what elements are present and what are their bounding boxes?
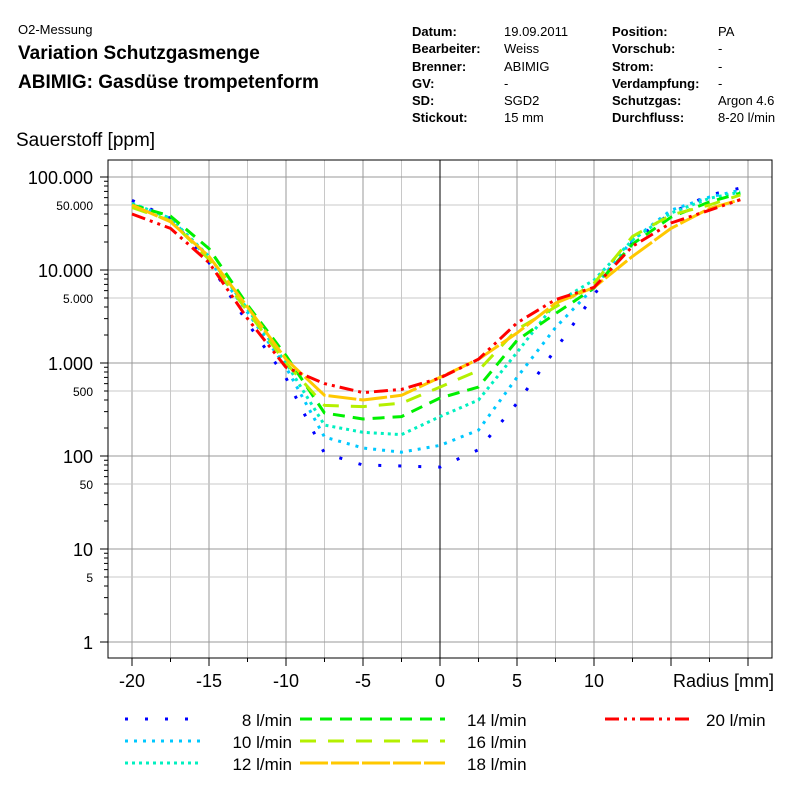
legend-label: 14 l/min (467, 711, 527, 730)
legend-item: 16 l/min (300, 733, 527, 752)
x-tick-label: -15 (196, 671, 222, 691)
series-line (131, 193, 741, 409)
y-tick-label: 10.000 (38, 261, 93, 281)
meta-value: 15 mm (504, 110, 544, 126)
y-tick-label-minor: 5 (86, 571, 93, 585)
meta-row: Brenner: ABIMIG (412, 58, 568, 75)
meta-row: Durchfluss: 8-20 l/min (612, 109, 775, 126)
y-tick-label-minor: 500 (73, 385, 93, 399)
legend-label: 10 l/min (232, 733, 292, 752)
legend-item: 12 l/min (125, 755, 292, 774)
y-tick-label: 10 (73, 540, 93, 560)
x-tick-label: 10 (584, 671, 604, 691)
legend-item: 18 l/min (300, 755, 527, 774)
y-tick-label-minor: 5.000 (63, 292, 93, 306)
legend-label: 12 l/min (232, 755, 292, 774)
meta-row: Verdampfung: - (612, 75, 775, 92)
meta-key: Brenner: (412, 58, 467, 74)
legend-label: 8 l/min (242, 711, 292, 730)
series-18-l-min (131, 198, 741, 402)
meta-row: Vorschub: - (612, 40, 775, 57)
meta-key: Strom: (612, 58, 654, 74)
series-line (131, 198, 741, 395)
x-tick-label: 0 (435, 671, 445, 691)
legend-label: 16 l/min (467, 733, 527, 752)
meta-row: Bearbeiter: Weiss (412, 40, 568, 57)
meta-row: Position: PA (612, 23, 775, 40)
meta-row: Schutzgas: Argon 4.6 (612, 92, 775, 109)
meta-value: PA (718, 24, 735, 39)
meta-value: 19.09.2011 (504, 24, 569, 39)
meta-value: - (718, 41, 723, 57)
meta-row: Stickout: 15 mm (412, 109, 568, 126)
y-tick-label: 100 (63, 447, 93, 467)
series-line (131, 186, 741, 469)
y-tick-label: 1 (83, 633, 93, 653)
meta-key: Vorschub: (612, 41, 676, 57)
x-tick-label: -5 (355, 671, 371, 691)
meta-value: - (718, 75, 723, 91)
series-14-l-min (131, 191, 741, 421)
series-line (131, 190, 741, 437)
chart-title-secondary: ABIMIG: Gasdüse trompetenform (18, 72, 319, 93)
chart-title: Variation Schutzgasmenge (18, 43, 260, 64)
meta-key: SD: (412, 93, 435, 109)
chart-subtitle: O2-Messung (18, 22, 93, 37)
legend-label: 18 l/min (467, 755, 527, 774)
legend-item: 10 l/min (125, 733, 292, 752)
meta-table-right: Position: PA Vorschub: - Strom: - Verdampfung:… (612, 23, 775, 127)
y-axis-label: Sauerstoff [ppm] (16, 130, 156, 151)
meta-value: Weiss (504, 41, 540, 57)
series-16-l-min (131, 193, 741, 409)
meta-key: Bearbeiter: (412, 41, 481, 57)
y-tick-label-minor: 50 (80, 478, 94, 492)
meta-key: Schutzgas: (612, 93, 682, 109)
meta-value: 8-20 l/min (718, 110, 776, 126)
x-tick-label: -20 (119, 671, 145, 691)
series-line (131, 191, 741, 421)
y-tick-label-minor: 50.000 (56, 199, 93, 213)
meta-key: GV: (412, 75, 435, 91)
y-tick-label: 100.000 (28, 168, 93, 188)
meta-value: ABIMIG (504, 58, 550, 74)
meta-key: Position: (612, 24, 668, 39)
meta-value: SGD2 (504, 93, 540, 109)
x-tick-label: -10 (273, 671, 299, 691)
y-tick-label: 1.000 (48, 354, 93, 374)
series-10-l-min (131, 188, 741, 454)
meta-value: - (718, 58, 723, 74)
legend-label: 20 l/min (706, 711, 766, 730)
meta-row: GV: - (412, 75, 568, 92)
legend-item: 8 l/min (125, 711, 292, 730)
series-line (131, 188, 741, 454)
x-tick-label: 5 (512, 671, 522, 691)
meta-value: - (504, 75, 509, 91)
meta-key: Datum: (412, 24, 457, 39)
meta-row: SD: SGD2 (412, 92, 568, 109)
meta-table-left: Datum: 19.09.2011 Bearbeiter: Weiss Brenner:… (412, 23, 568, 127)
legend-item: 14 l/min (300, 711, 527, 730)
meta-key: Stickout: (412, 110, 468, 126)
meta-value: Argon 4.6 (718, 93, 775, 109)
series-20-l-min (131, 198, 741, 395)
legend: 8 l/min 10 l/min 12 l/min 14 l/min 16 l/min 1… (125, 711, 766, 774)
legend-item: 20 l/min (605, 711, 766, 730)
series-8-l-min (131, 186, 741, 469)
meta-key: Durchfluss: (612, 110, 685, 126)
x-axis-label: Radius [mm] (673, 671, 774, 691)
meta-row: Strom: - (612, 58, 775, 75)
series-line (131, 198, 741, 402)
meta-key: Verdampfung: (612, 75, 700, 91)
meta-row: Datum: 19.09.2011 (412, 23, 568, 40)
